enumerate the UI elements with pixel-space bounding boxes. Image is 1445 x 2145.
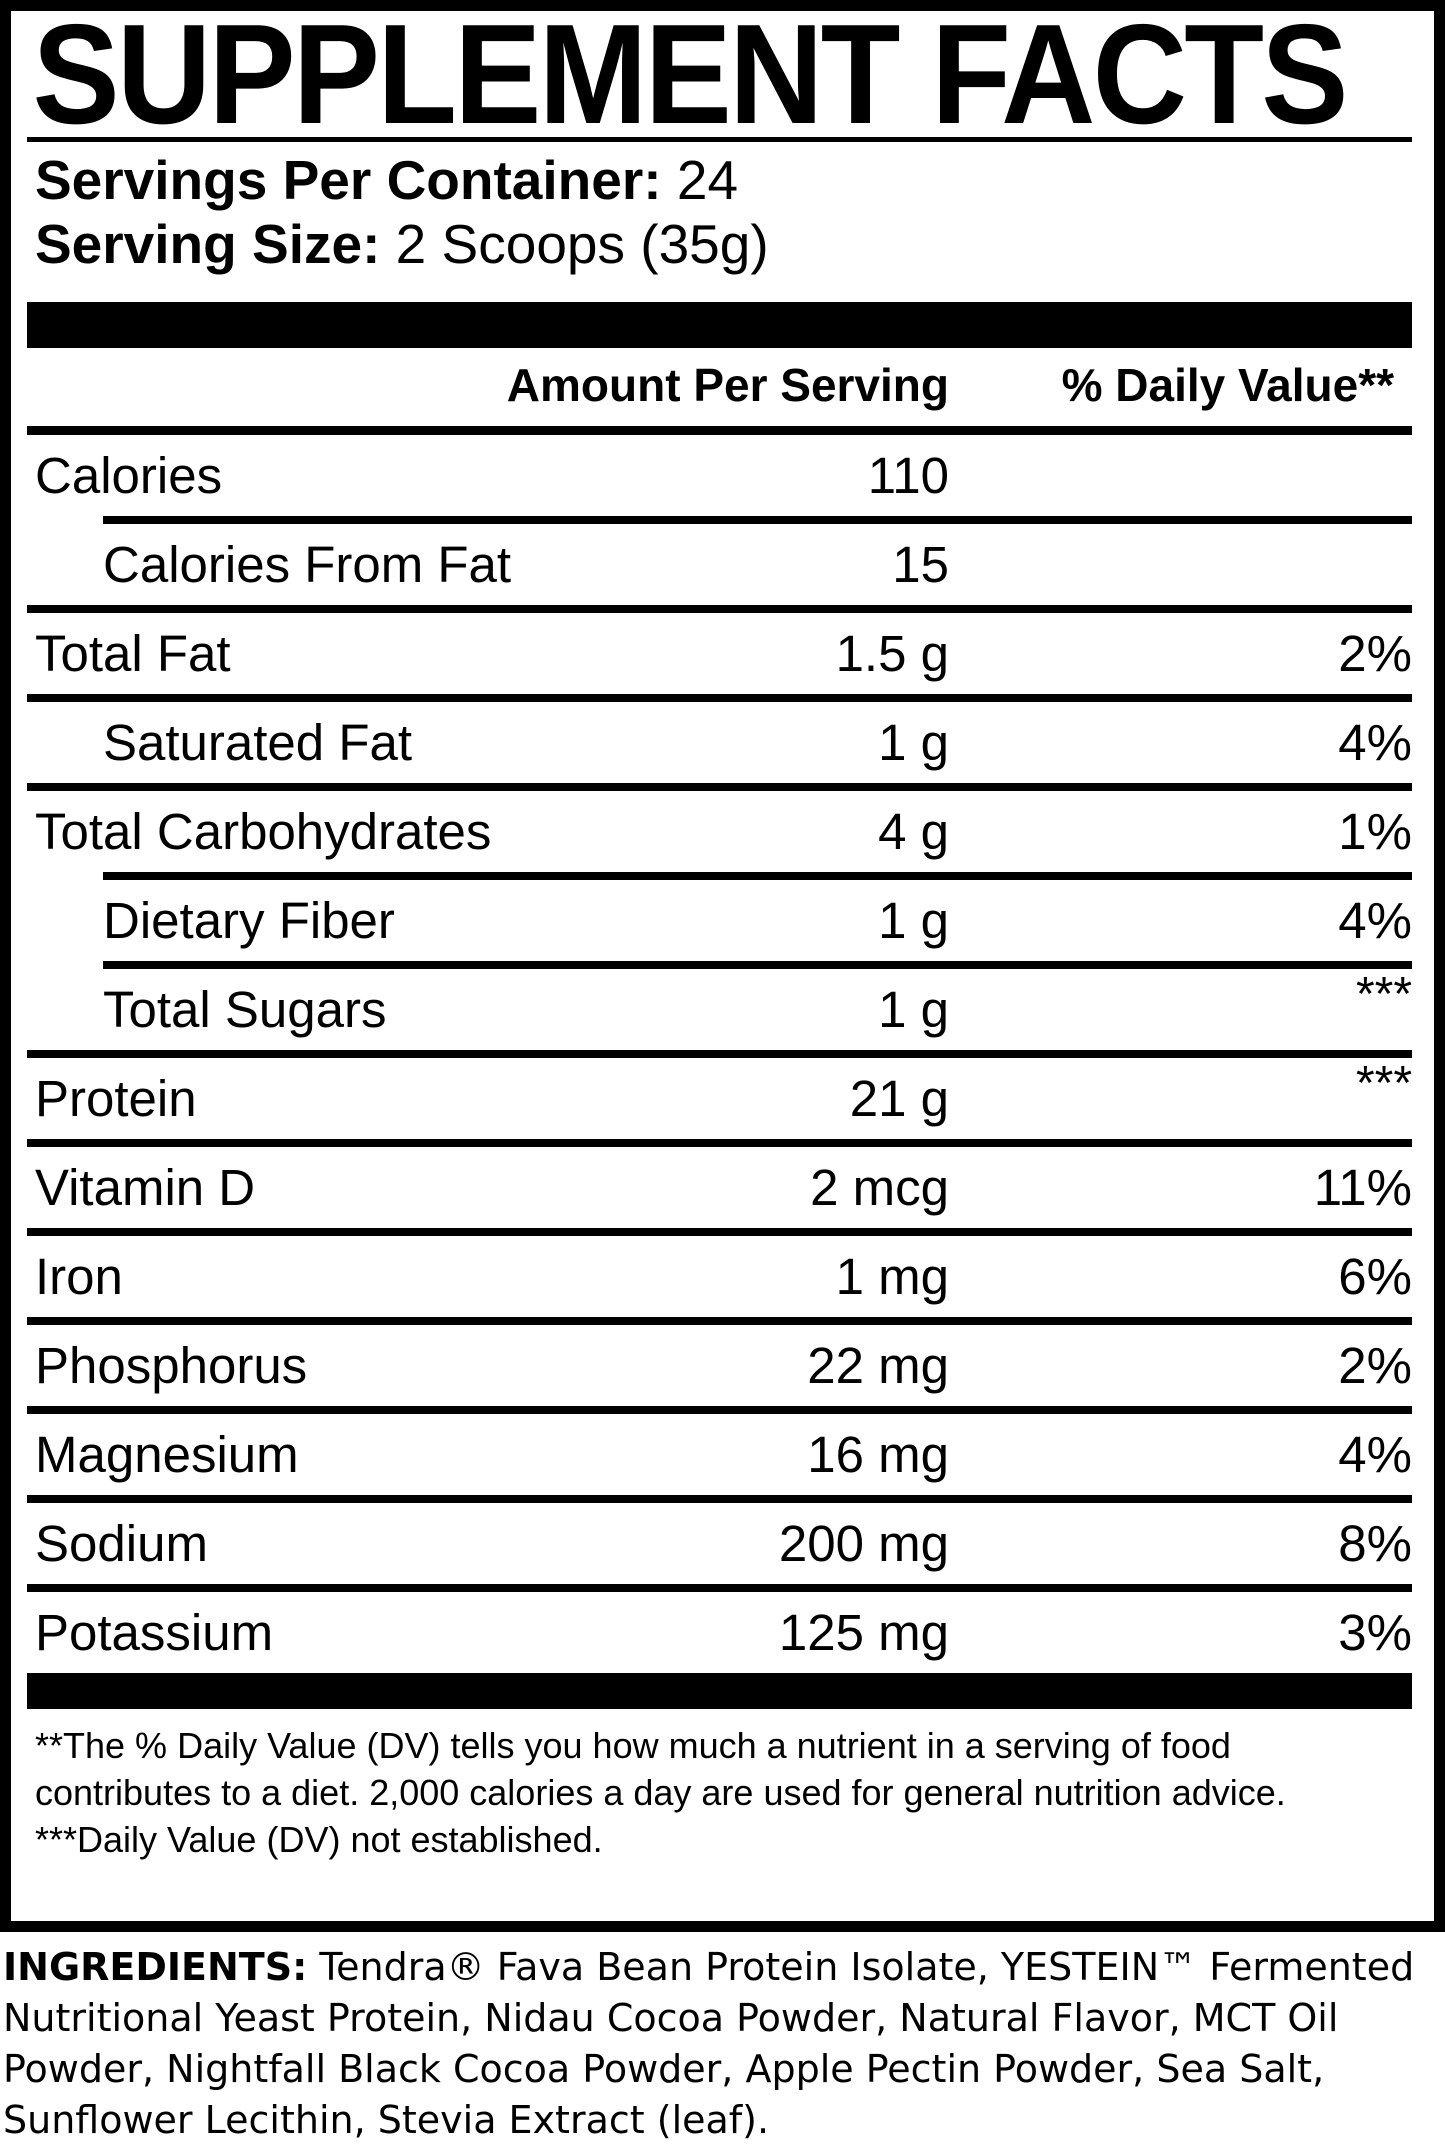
row-divider: [27, 1228, 1412, 1236]
nutrient-name: Sodium: [35, 1515, 208, 1572]
daily-value-footnote: **The % Daily Value (DV) tells you how m…: [35, 1725, 1286, 1813]
table-row: Magnesium 16 mg 4%: [27, 1414, 1412, 1495]
daily-value: 8%: [1338, 1515, 1412, 1572]
row-divider: [103, 516, 1412, 524]
not-established-footnote: ***Daily Value (DV) not established.: [35, 1819, 603, 1860]
table-row: Protein 21 g ***: [27, 1057, 1412, 1139]
servings-per-container: Servings Per Container: 24: [27, 148, 1412, 212]
table-header: Amount Per Serving % Daily Value**: [27, 348, 1412, 426]
row-divider: [103, 961, 1412, 969]
ingredients-text: Tendra® Fava Bean Protein Isolate, YESTE…: [3, 1945, 1415, 2142]
table-row: Iron 1 mg 6%: [27, 1236, 1412, 1317]
nutrient-name: Vitamin D: [35, 1159, 256, 1216]
amount-value: 2 mcg: [810, 1159, 949, 1216]
nutrient-name: Calories From Fat: [103, 536, 512, 593]
daily-value: 3%: [1338, 1604, 1412, 1661]
panel-title-wrap: SUPPLEMENT FACTS: [27, 19, 1412, 131]
daily-value: 2%: [1338, 1337, 1412, 1394]
amount-value: 200 mg: [778, 1515, 949, 1572]
amount-value: 1 g: [878, 981, 949, 1038]
row-divider: [103, 872, 1412, 880]
table-row: Sodium 200 mg 8%: [27, 1503, 1412, 1584]
ingredients-section: INGREDIENTS: Tendra® Fava Bean Protein I…: [0, 1942, 1445, 2145]
panel-title: SUPPLEMENT FACTS: [32, 19, 1349, 131]
amount-value: 1 g: [878, 892, 949, 949]
nutrient-name: Calories: [35, 447, 223, 504]
table-row: Calories From Fat 15: [27, 524, 1412, 605]
table-row: Total Fat 1.5 g 2%: [27, 613, 1412, 694]
daily-value: 1%: [1338, 803, 1412, 860]
amount-value: 22 mg: [807, 1337, 949, 1394]
daily-value: 4%: [1338, 1426, 1412, 1483]
amount-value: 15: [892, 536, 949, 593]
serving-size-value: 2 Scoops (35g): [395, 213, 769, 275]
daily-value: 4%: [1338, 892, 1412, 949]
daily-value: 4%: [1338, 714, 1412, 771]
title-divider: [27, 137, 1412, 142]
nutrient-name: Magnesium: [35, 1426, 299, 1483]
daily-value: ***: [1355, 1057, 1412, 1110]
amount-per-serving-header: Amount Per Serving: [506, 359, 949, 411]
servings-per-container-label: Servings Per Container:: [35, 149, 662, 211]
row-divider: [27, 605, 1412, 613]
nutrient-name: Phosphorus: [35, 1337, 308, 1394]
table-row: Total Carbohydrates 4 g 1%: [27, 791, 1412, 872]
daily-value: 6%: [1338, 1248, 1412, 1305]
section-divider-bar-bottom: [27, 1673, 1412, 1709]
daily-value: 11%: [1313, 1159, 1412, 1216]
amount-value: 21 g: [849, 1070, 949, 1127]
amount-value: 1.5 g: [835, 625, 949, 682]
nutrition-table: Calories 110 Calories From Fat 15 Total Fat 1…: [27, 435, 1412, 1673]
amount-value: 4 g: [878, 803, 949, 860]
nutrient-name: Saturated Fat: [103, 714, 413, 771]
nutrient-name: Total Sugars: [103, 981, 387, 1038]
amount-value: 110: [867, 447, 949, 504]
servings-per-container-value: 24: [676, 149, 739, 211]
row-divider: [27, 1406, 1412, 1414]
ingredients-label: INGREDIENTS:: [3, 1945, 308, 1989]
daily-value: 2%: [1338, 625, 1412, 682]
row-divider: [27, 1050, 1412, 1058]
table-row: Calories 110: [27, 435, 1412, 516]
row-divider: [27, 1495, 1412, 1503]
header-divider: [27, 426, 1412, 435]
table-row: Saturated Fat 1 g 4%: [27, 702, 1412, 783]
table-row: Potassium 125 mg 3%: [27, 1592, 1412, 1673]
row-divider: [27, 1584, 1412, 1592]
amount-value: 16 mg: [807, 1426, 949, 1483]
nutrient-name: Total Carbohydrates: [35, 803, 492, 860]
section-divider-bar-top: [27, 302, 1412, 348]
table-row: Total Sugars 1 g ***: [27, 968, 1412, 1050]
supplement-facts-panel: SUPPLEMENT FACTS Servings Per Container:…: [0, 0, 1445, 1932]
nutrient-name: Iron: [35, 1248, 123, 1305]
amount-value: 1 g: [878, 714, 949, 771]
table-row: Dietary Fiber 1 g 4%: [27, 880, 1412, 961]
amount-value: 125 mg: [778, 1604, 949, 1661]
nutrient-name: Protein: [35, 1070, 197, 1127]
row-divider: [27, 1139, 1412, 1147]
amount-value: 1 mg: [835, 1248, 949, 1305]
nutrient-name: Potassium: [35, 1604, 274, 1661]
row-divider: [27, 783, 1412, 791]
nutrient-name: Total Fat: [35, 625, 231, 682]
footnotes: **The % Daily Value (DV) tells you how m…: [27, 1722, 1412, 1863]
serving-size-label: Serving Size:: [35, 213, 381, 275]
serving-size: Serving Size: 2 Scoops (35g): [27, 212, 1412, 276]
nutrient-name: Dietary Fiber: [103, 892, 395, 949]
daily-value-header: % Daily Value**: [1061, 359, 1394, 411]
table-row: Vitamin D 2 mcg 11%: [27, 1147, 1412, 1228]
row-divider: [27, 694, 1412, 702]
table-row: Phosphorus 22 mg 2%: [27, 1325, 1412, 1406]
row-divider: [27, 1317, 1412, 1325]
daily-value: ***: [1355, 968, 1412, 1021]
